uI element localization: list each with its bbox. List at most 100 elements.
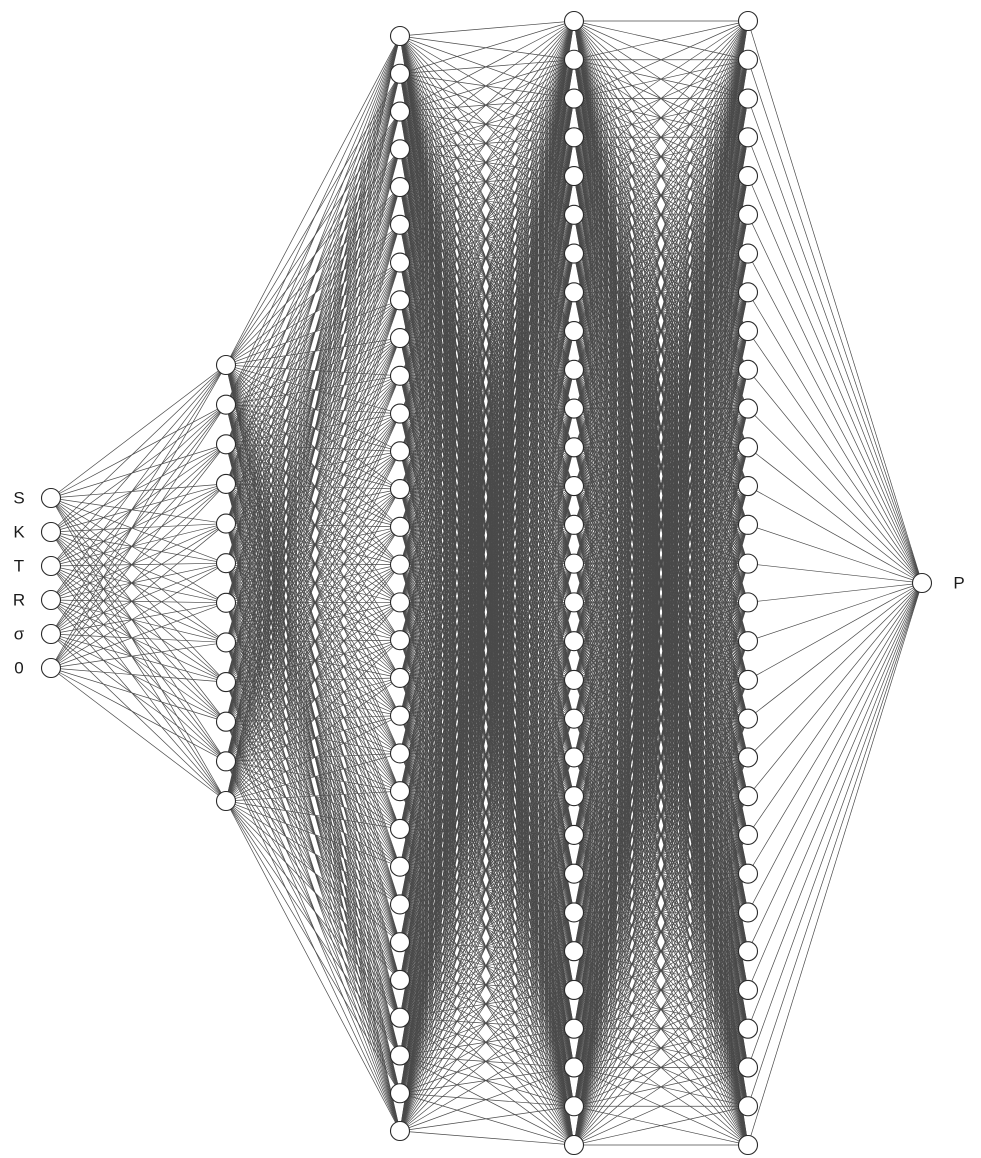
connection-3-15-0 bbox=[573, 20, 749, 603]
connection-2-23-26 bbox=[399, 904, 575, 1030]
input-label-0: S bbox=[13, 488, 24, 507]
connection-2-17-20 bbox=[399, 677, 575, 797]
connection-2-17-23 bbox=[399, 677, 575, 913]
connection-2-21-24 bbox=[399, 828, 575, 952]
connection-2-7-12 bbox=[399, 300, 575, 487]
connection-1-8-28 bbox=[225, 681, 401, 1094]
connection-2-9-10 bbox=[399, 375, 575, 409]
connection-1-11-25 bbox=[225, 800, 401, 981]
connection-2-17-21 bbox=[399, 677, 575, 836]
connection-1-11-24 bbox=[225, 800, 401, 943]
connection-1-0-2 bbox=[225, 111, 401, 366]
hidden-layer-4-neuron-11 bbox=[737, 437, 759, 458]
hidden-layer-3-neuron-12 bbox=[563, 476, 585, 497]
connection-4-24-0 bbox=[747, 582, 923, 952]
hidden-layer-3-neuron-21 bbox=[563, 824, 585, 845]
connection-2-6-8 bbox=[399, 262, 575, 332]
connection-2-29-28 bbox=[399, 1105, 575, 1132]
connection-0-2-5 bbox=[50, 562, 227, 567]
connection-1-4-18 bbox=[225, 523, 401, 716]
connection-4-26-0 bbox=[747, 582, 923, 1029]
connection-2-17-19 bbox=[399, 677, 575, 758]
connection-2-16-19 bbox=[399, 639, 575, 758]
connection-1-0-16 bbox=[225, 364, 401, 641]
connection-2-25-23 bbox=[399, 912, 575, 981]
connection-2-5-10 bbox=[399, 224, 575, 409]
connection-2-14-15 bbox=[399, 564, 575, 603]
connection-2-29-29 bbox=[399, 1130, 575, 1146]
hidden-layer-2-neuron-28 bbox=[389, 1083, 411, 1104]
hidden-layer-4-neuron-9 bbox=[737, 359, 759, 380]
connection-1-10-29 bbox=[225, 761, 401, 1132]
connection-1-0-7 bbox=[225, 299, 401, 366]
connection-2-23-27 bbox=[399, 904, 575, 1068]
hidden-layer-1-neuron-5 bbox=[215, 553, 237, 574]
connection-2-16-20 bbox=[399, 639, 575, 797]
connection-0-2-3 bbox=[50, 483, 227, 567]
connection-2-17-18 bbox=[399, 677, 575, 720]
connection-2-13-0 bbox=[399, 20, 575, 527]
hidden-layer-3-neuron-5 bbox=[563, 204, 585, 225]
connection-2-11-12 bbox=[399, 450, 575, 487]
hidden-layer-3-neuron-15 bbox=[563, 592, 585, 613]
connection-1-9-28 bbox=[225, 721, 401, 1094]
connection-3-21-0 bbox=[573, 20, 749, 836]
connection-0-0-2 bbox=[50, 443, 227, 499]
connection-1-11-16 bbox=[225, 639, 401, 802]
connection-1-2-7 bbox=[225, 300, 401, 445]
connection-0-3-1 bbox=[50, 404, 227, 601]
connection-1-11-9 bbox=[225, 375, 401, 802]
connection-1-1-17 bbox=[225, 404, 401, 679]
hidden-layer-2-neuron-24 bbox=[389, 932, 411, 953]
connection-1-2-0 bbox=[225, 35, 401, 445]
connection-1-5-9 bbox=[225, 375, 401, 564]
hidden-layer-3-neuron-27 bbox=[563, 1057, 585, 1078]
connection-1-1-20 bbox=[225, 404, 401, 792]
connection-3-29-19 bbox=[573, 757, 749, 1146]
connection-1-2-17 bbox=[225, 444, 401, 679]
connection-0-4-1 bbox=[50, 404, 227, 635]
connection-1-9-22 bbox=[225, 721, 401, 867]
connection-1-6-11 bbox=[225, 451, 401, 604]
connection-1-11-21 bbox=[225, 800, 401, 830]
connection-1-6-20 bbox=[225, 602, 401, 792]
connection-2-9-15 bbox=[399, 375, 575, 603]
connection-2-29-26 bbox=[399, 1028, 575, 1132]
connection-2-8-14 bbox=[399, 337, 575, 564]
connection-2-2-3 bbox=[399, 111, 575, 138]
connection-2-27-25 bbox=[399, 989, 575, 1056]
hidden-layer-2-neuron-8 bbox=[389, 328, 411, 349]
hidden-layer-4-neuron-21 bbox=[737, 824, 759, 845]
hidden-layer-2-neuron-9 bbox=[389, 365, 411, 386]
connection-2-14-17 bbox=[399, 564, 575, 681]
hidden-layer-2-neuron-18 bbox=[389, 705, 411, 726]
hidden-layer-2-neuron-14 bbox=[389, 554, 411, 575]
connection-2-7-13 bbox=[399, 300, 575, 526]
connection-2-2-8 bbox=[399, 111, 575, 332]
connection-3-23-0 bbox=[573, 20, 749, 913]
connection-2-13-13 bbox=[399, 524, 575, 528]
connection-2-4-9 bbox=[399, 186, 575, 371]
connection-1-1-8 bbox=[225, 337, 401, 405]
connection-1-4-11 bbox=[225, 451, 401, 524]
hidden-layer-1-neuron-6 bbox=[215, 592, 237, 613]
connection-4-2-0 bbox=[747, 98, 923, 584]
connection-0-3-6 bbox=[50, 599, 227, 604]
connection-3-29-0 bbox=[573, 20, 749, 1146]
connection-2-29-21 bbox=[399, 834, 575, 1132]
connection-1-9-24 bbox=[225, 721, 401, 943]
connection-1-2-9 bbox=[225, 375, 401, 445]
connection-2-19-19 bbox=[399, 753, 575, 758]
connection-2-29-1 bbox=[399, 59, 575, 1132]
connection-2-5-8 bbox=[399, 224, 575, 332]
connection-1-9-21 bbox=[225, 721, 401, 830]
hidden-layer-3-neuron-11 bbox=[563, 437, 585, 458]
connection-4-7-0 bbox=[747, 292, 923, 584]
hidden-layer-1-neuron-4 bbox=[215, 513, 237, 534]
connection-1-8-11 bbox=[225, 451, 401, 683]
connection-2-21-27 bbox=[399, 828, 575, 1068]
connection-1-0-11 bbox=[225, 364, 401, 452]
connection-1-11-19 bbox=[225, 753, 401, 802]
connection-2-1-1 bbox=[399, 59, 575, 75]
hidden-layer-3-neuron-18 bbox=[563, 708, 585, 729]
